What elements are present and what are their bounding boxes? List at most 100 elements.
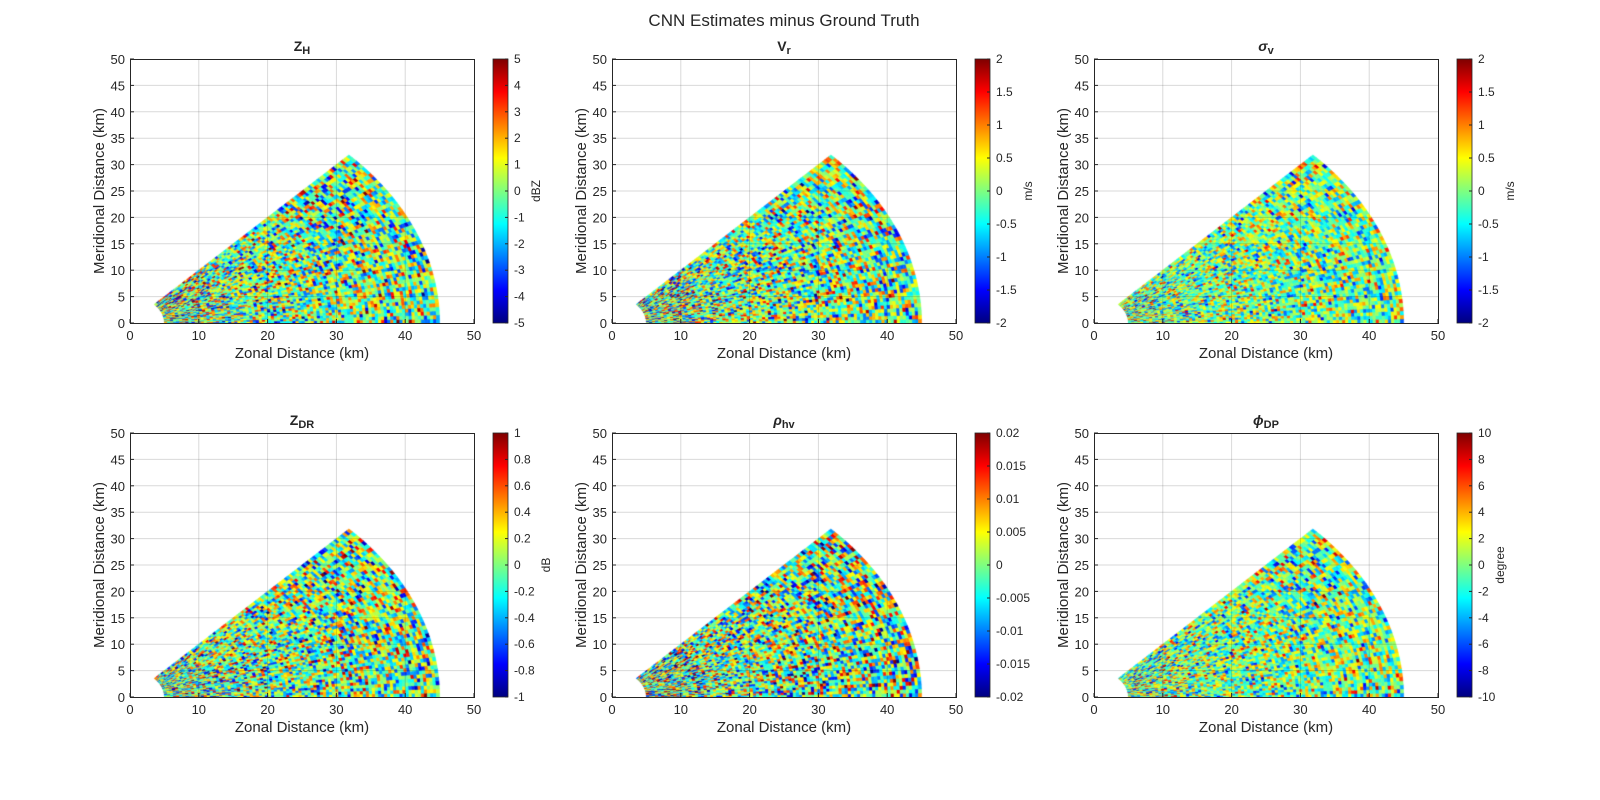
colorbar-tick-label: -4 [1478, 611, 1489, 625]
y-tick-label: 0 [600, 316, 607, 331]
x-tick-label: 20 [742, 702, 756, 717]
x-tick-label: 40 [1362, 702, 1376, 717]
y-tick-label: 45 [111, 78, 125, 93]
y-tick-label: 20 [111, 584, 125, 599]
subplot-5: 0 10 20 30 40 50 0 5 10 15 20 25 30 35 40 45 50 Zonal Dis… [1044, 403, 1514, 763]
x-tick-label: 40 [880, 702, 894, 717]
heatmap-sector [130, 433, 474, 697]
title-main: ρ [772, 412, 782, 428]
subplot-title: ZH [294, 38, 311, 57]
y-tick-label: 45 [111, 452, 125, 467]
y-tick-label: 25 [593, 184, 607, 199]
heatmap-sector [612, 59, 956, 323]
subplot-4: 0 10 20 30 40 50 0 5 10 15 20 25 30 35 40 45 50 Zonal Dis… [562, 403, 1032, 763]
colorbar-tick-label: -0.5 [1478, 217, 1499, 231]
colorbar-label: dB [539, 558, 553, 573]
y-tick-label: 50 [111, 426, 125, 441]
x-tick-label: 0 [126, 702, 133, 717]
subplot-2: 0 10 20 30 40 50 0 5 10 15 20 25 30 35 40 45 50 Zonal Dis… [1044, 29, 1517, 389]
subplot-title: ϕDP [1253, 412, 1279, 431]
x-tick-label: 40 [1362, 328, 1376, 343]
y-tick-label: 5 [118, 664, 125, 679]
colorbar-tick-label: -0.4 [514, 611, 535, 625]
colorbar-tick-label: 0.5 [1478, 151, 1495, 165]
colorbar-tick-label: -0.02 [996, 690, 1024, 704]
x-tick-label: 0 [608, 328, 615, 343]
y-tick-label: 0 [600, 690, 607, 705]
x-tick-label: 10 [674, 702, 688, 717]
title-main: Z [290, 412, 299, 428]
colorbar-tick-label: -1.5 [1478, 283, 1499, 297]
subplot-title: ρhv [772, 412, 795, 431]
colorbar-label: m/s [1021, 181, 1035, 200]
title-subscript: DR [298, 419, 314, 431]
y-tick-label: 15 [111, 611, 125, 626]
x-axis-label: Zonal Distance (km) [717, 719, 851, 736]
x-tick-label: 30 [329, 328, 343, 343]
y-tick-label: 30 [1075, 158, 1089, 173]
y-tick-label: 45 [1075, 452, 1089, 467]
colorbar-tick-label: -0.01 [996, 624, 1024, 638]
y-tick-label: 20 [111, 210, 125, 225]
y-axis-label: Meridional Distance (km) [1055, 482, 1072, 648]
colorbar-tick-label: 2 [1478, 532, 1485, 546]
colorbar-tick-label: 8 [1478, 452, 1485, 466]
subplot-title: σv [1258, 38, 1274, 57]
y-tick-label: 45 [593, 78, 607, 93]
y-tick-label: 40 [111, 479, 125, 494]
y-tick-label: 40 [111, 105, 125, 120]
y-tick-label: 45 [1075, 78, 1089, 93]
x-tick-label: 50 [467, 702, 481, 717]
colorbar-tick-label: 2 [996, 52, 1003, 66]
axes-box [1094, 59, 1439, 324]
colorbar-tick-label: -0.015 [996, 657, 1030, 671]
axes-box [612, 59, 957, 324]
colorbar-tick-label: -1 [1478, 250, 1489, 264]
y-tick-label: 50 [593, 52, 607, 67]
y-tick-label: 5 [600, 290, 607, 305]
y-tick-label: 40 [593, 479, 607, 494]
y-tick-label: 40 [1075, 479, 1089, 494]
colorbar-tick-label: 0.02 [996, 426, 1020, 440]
y-tick-label: 50 [111, 52, 125, 67]
y-tick-label: 10 [111, 637, 125, 652]
colorbar-tick-label: -2 [1478, 316, 1489, 330]
x-axis-label: Zonal Distance (km) [235, 345, 369, 362]
y-axis-label: Meridional Distance (km) [573, 482, 590, 648]
colorbar-tick-label: 1 [996, 118, 1003, 132]
y-axis-label: Meridional Distance (km) [91, 482, 108, 648]
heatmap-sector [1094, 59, 1438, 323]
y-tick-label: 50 [1075, 426, 1089, 441]
heatmap-sector [130, 59, 474, 323]
y-axis-label: Meridional Distance (km) [91, 108, 108, 274]
y-tick-label: 20 [1075, 210, 1089, 225]
colorbar-tick-label: -1 [514, 690, 525, 704]
y-tick-label: 50 [1075, 52, 1089, 67]
y-tick-label: 15 [593, 611, 607, 626]
x-tick-label: 30 [811, 328, 825, 343]
x-tick-label: 20 [1224, 328, 1238, 343]
title-subscript: DP [1264, 419, 1279, 431]
x-tick-label: 30 [329, 702, 343, 717]
x-axis-label: Zonal Distance (km) [235, 719, 369, 736]
colorbar-tick-label: 0.6 [514, 479, 531, 493]
y-tick-label: 0 [1082, 316, 1089, 331]
heatmap-sector [612, 433, 956, 697]
colorbar-tick-label: -2 [996, 316, 1007, 330]
colorbar-tick-label: 4 [1478, 505, 1485, 519]
x-tick-label: 50 [1431, 328, 1445, 343]
colorbar-tick-label: -2 [514, 237, 525, 251]
colorbar-tick-label: 2 [514, 131, 521, 145]
x-tick-label: 0 [608, 702, 615, 717]
x-tick-label: 20 [1224, 702, 1238, 717]
colorbar-tick-label: -0.5 [996, 217, 1017, 231]
colorbar-tick-label: -0.6 [514, 637, 535, 651]
colorbar-tick-label: 0 [1478, 558, 1485, 572]
y-tick-label: 30 [593, 532, 607, 547]
x-tick-label: 40 [398, 702, 412, 717]
x-tick-label: 40 [880, 328, 894, 343]
y-tick-label: 0 [118, 690, 125, 705]
